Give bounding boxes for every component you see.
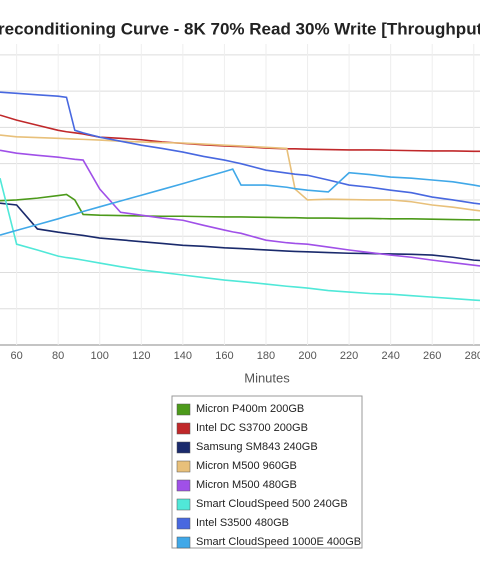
legend-swatch bbox=[176, 441, 191, 454]
legend-label: Micron M500 480GB bbox=[196, 479, 297, 491]
x-tick-label: 240 bbox=[381, 350, 399, 362]
series-line bbox=[0, 168, 480, 236]
legend-label: Intel S3500 480GB bbox=[196, 517, 289, 529]
legend-swatch bbox=[176, 517, 191, 530]
legend-box bbox=[171, 395, 363, 549]
series-line bbox=[0, 177, 480, 302]
legend-swatch bbox=[176, 498, 191, 511]
legend-label: Micron P400m 200GB bbox=[196, 403, 304, 415]
legend-label: Intel DC S3700 200GB bbox=[196, 422, 308, 434]
series-line bbox=[0, 202, 480, 262]
x-tick-label: 180 bbox=[257, 350, 275, 362]
legend-swatch bbox=[176, 479, 191, 492]
series-line bbox=[0, 149, 480, 267]
x-tick-label: 280 bbox=[465, 350, 480, 362]
legend: Micron P400m 200GB Intel DC S3700 200GB Sa… bbox=[176, 403, 361, 549]
x-tick-label: 260 bbox=[423, 350, 441, 362]
x-tick-label: 120 bbox=[132, 350, 150, 362]
x-tick-label: 220 bbox=[340, 350, 358, 362]
chart-title: reconditioning Curve - 8K 70% Read 30% W… bbox=[0, 19, 480, 38]
legend-label: Micron M500 960GB bbox=[196, 460, 297, 472]
legend-swatch bbox=[176, 422, 191, 435]
x-tick-label: 200 bbox=[298, 350, 316, 362]
x-tick-label: 160 bbox=[215, 350, 233, 362]
legend-label: Smart CloudSpeed 500 240GB bbox=[196, 498, 348, 510]
x-tick-label: 60 bbox=[10, 350, 22, 362]
legend-swatch bbox=[176, 536, 191, 549]
grid: 60 80 100 120 140 160 180 200 220 240 260 280 bbox=[0, 44, 480, 362]
legend-label: Samsung SM843 240GB bbox=[196, 441, 318, 453]
plot-area bbox=[0, 91, 480, 302]
legend-swatch bbox=[176, 403, 191, 416]
series-line bbox=[0, 91, 480, 205]
legend-swatch bbox=[176, 460, 191, 473]
x-tick-label: 140 bbox=[174, 350, 192, 362]
series-line bbox=[0, 134, 480, 212]
x-tick-label: 80 bbox=[52, 350, 64, 362]
x-tick-label: 100 bbox=[91, 350, 109, 362]
x-axis-label: Minutes bbox=[244, 370, 290, 385]
series-line bbox=[0, 193, 480, 221]
legend-label: Smart CloudSpeed 1000E 400GB bbox=[196, 536, 361, 548]
